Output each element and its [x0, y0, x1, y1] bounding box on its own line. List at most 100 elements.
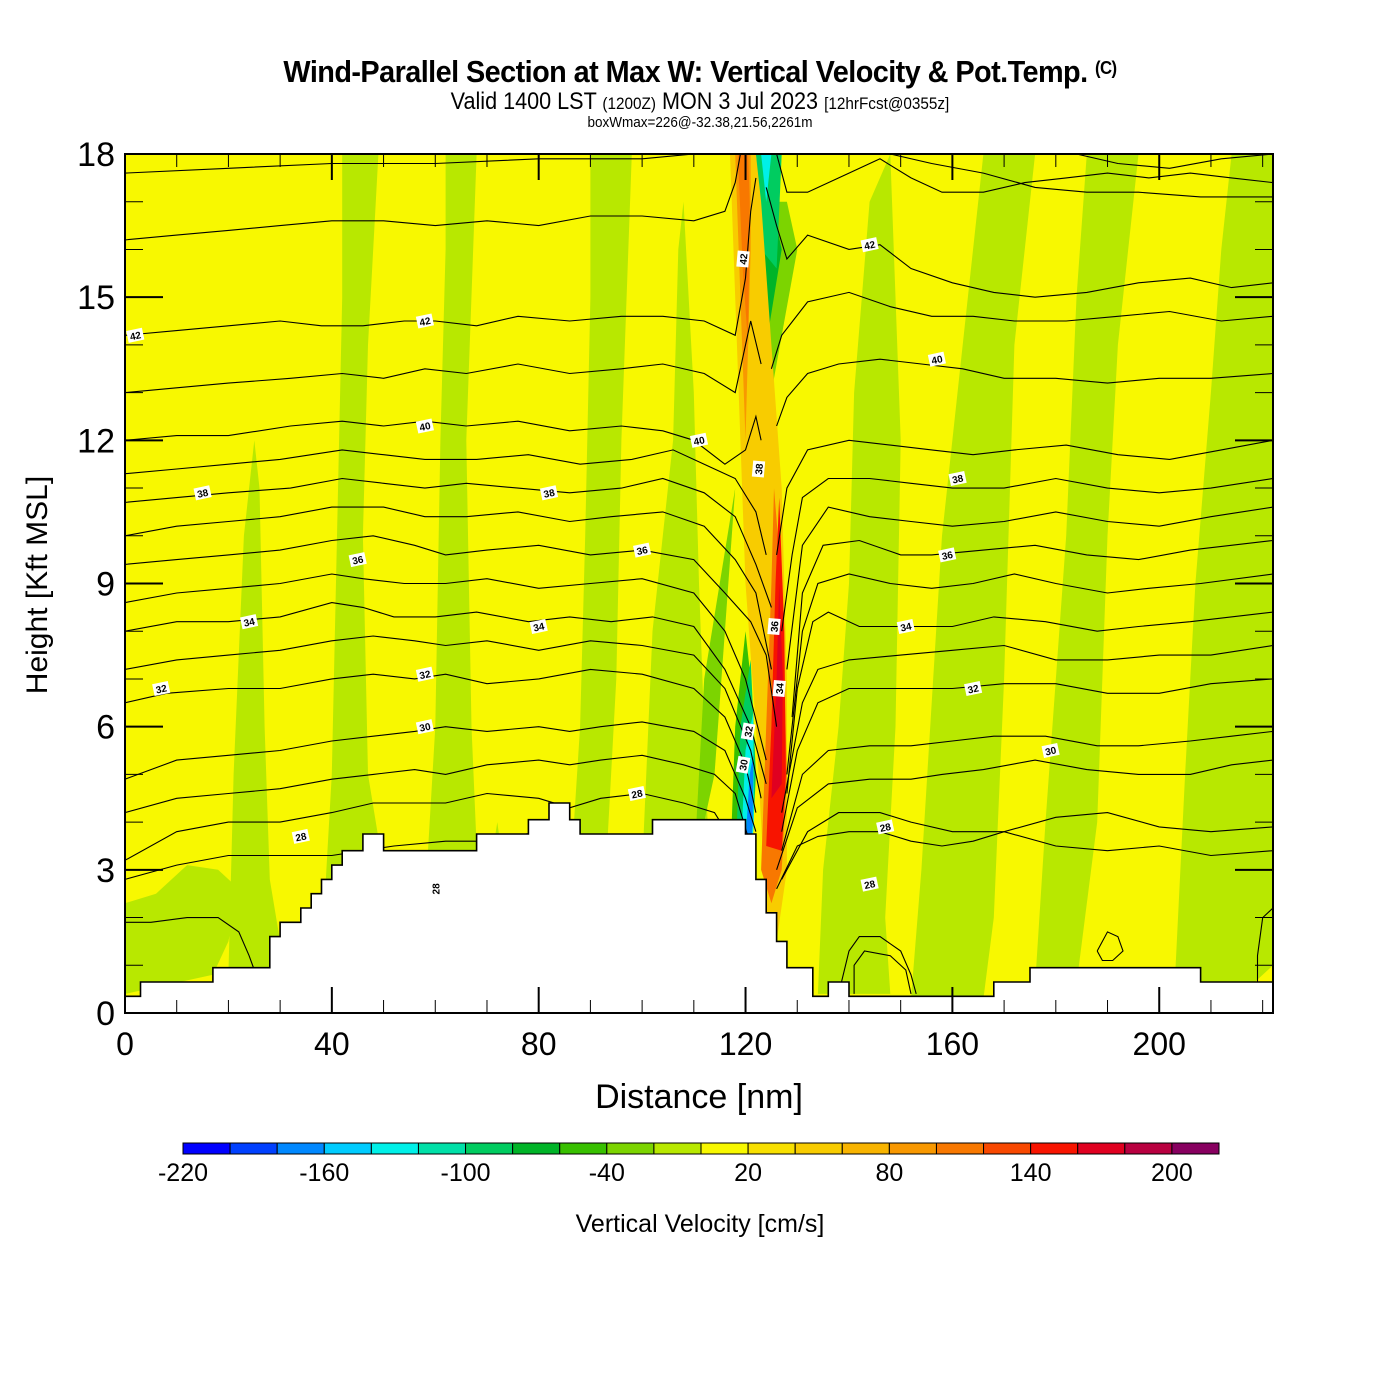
contour-label-bg	[740, 722, 756, 741]
y-tick-label: 12	[77, 422, 115, 460]
contour-label-text: 36	[636, 545, 650, 558]
terrain	[124, 802, 1274, 1014]
contour-label: 42	[736, 250, 750, 268]
colorbar-segment	[276, 1142, 325, 1155]
colorbar-segment	[888, 1142, 937, 1155]
y-tick-label: 0	[96, 995, 115, 1033]
colorbar-tick-label: 140	[1010, 1159, 1052, 1187]
potential-temperature-contours	[125, 154, 1273, 995]
contour-label: 32	[152, 680, 171, 697]
theta-contour-41	[770, 291, 1273, 369]
contour-label-bg	[415, 313, 434, 329]
theta-contour-45	[1076, 154, 1273, 169]
contour-label-bg	[348, 552, 367, 568]
theta-contour-42	[125, 177, 757, 337]
contour-label: 28	[429, 880, 442, 897]
colorbar-segment	[1171, 1142, 1220, 1155]
y-tick-label: 3	[96, 852, 115, 890]
contour-label: 42	[415, 313, 434, 329]
theta-contour-31	[125, 721, 757, 832]
theta-contour-26	[125, 917, 255, 971]
colorbar-segment	[1124, 1142, 1173, 1155]
contour-label: 36	[767, 618, 781, 635]
contour-label-bg	[529, 618, 548, 635]
contour-label: 36	[633, 542, 652, 558]
theta-contour-36	[791, 539, 1273, 718]
velocity-region	[761, 154, 772, 202]
theta-contour-27	[853, 950, 912, 995]
contour-labels: 42 42 42 42 40 40 40 38 38 38 38 36 36 36 36 34 34 34 34 32…	[126, 237, 1060, 897]
theta-contour-39	[776, 439, 1273, 555]
contour-label-bg	[964, 680, 983, 697]
y-tick-label: 15	[77, 279, 115, 317]
colorbar-segment	[512, 1142, 561, 1155]
contour-label-text: 40	[931, 354, 945, 367]
contour-label-bg	[126, 327, 145, 343]
contour-label: 28	[627, 785, 646, 802]
contour-label-text: 34	[532, 621, 546, 634]
contour-label: 38	[948, 470, 967, 487]
contour-label-bg	[689, 432, 709, 448]
colorbar-tick-label: -220	[158, 1159, 208, 1187]
contour-label-text: 36	[941, 550, 955, 563]
velocity-region	[817, 154, 901, 994]
theta-contour-27	[1096, 931, 1124, 962]
valid-time-line: Valid 1400 LST (1200Z) MON 3 Jul 2023 [1…	[70, 90, 1330, 116]
contour-label-text: 40	[419, 421, 433, 434]
theta-contour-41	[125, 320, 762, 394]
contour-label-bg	[1041, 742, 1060, 759]
velocity-region	[228, 440, 281, 975]
colorbar-tick-label: 80	[875, 1159, 903, 1187]
contour-label-text: 32	[743, 725, 756, 738]
contour-label-bg	[927, 351, 946, 367]
contour-label-bg	[152, 680, 171, 697]
x-tick-label: 0	[116, 1026, 134, 1062]
velocity-region	[569, 154, 632, 889]
theta-contour-34	[786, 611, 1273, 794]
contour-label-bg	[896, 618, 915, 635]
theta-contour-31	[781, 730, 1273, 851]
theta-contour-37	[125, 506, 772, 670]
theta-contour-35	[125, 573, 767, 761]
contour-label-bg	[291, 828, 310, 844]
contour-label: 34	[896, 618, 915, 635]
velocity-region	[424, 154, 477, 904]
contour-label-text: 40	[693, 435, 707, 448]
theta-contour-40	[125, 414, 762, 465]
y-axis-label: Height [Kft MSL]	[21, 476, 54, 694]
colorbar-segment	[559, 1142, 608, 1155]
x-tick-label: 120	[719, 1026, 772, 1062]
contour-label-text: 30	[1044, 745, 1058, 758]
contour-label-bg	[627, 785, 646, 802]
contour-label-bg	[876, 819, 895, 835]
x-axis-label: Distance [nm]	[595, 1078, 803, 1116]
theta-contour-29	[781, 812, 1273, 880]
colorbar-segment	[182, 1142, 231, 1155]
theta-contour-30	[776, 759, 1273, 870]
contour-label: 42	[860, 237, 879, 253]
x-tick-label: 40	[314, 1026, 350, 1062]
theta-contour-32	[125, 668, 757, 813]
colorbar-segment	[229, 1142, 278, 1155]
velocity-region	[1174, 154, 1273, 985]
contour-label: 34	[529, 618, 548, 635]
theta-contour-44	[890, 154, 1273, 198]
colorbar-segment	[606, 1142, 655, 1155]
contour-label: 34	[240, 614, 259, 630]
contour-label: 40	[415, 418, 434, 434]
contour-label: 36	[348, 552, 367, 568]
theta-contour-27	[1256, 907, 1273, 990]
theta-contour-42	[765, 187, 1273, 298]
contour-label-text: 32	[967, 683, 981, 696]
theta-contour-37	[786, 506, 1273, 670]
colorbar-segment	[465, 1142, 514, 1155]
contour-label-bg	[736, 250, 750, 268]
contour-label-bg	[767, 618, 781, 635]
forecast-info: [12hrFcst@0355z]	[824, 94, 950, 113]
colorbar-segment	[747, 1142, 796, 1155]
contour-label-bg	[415, 666, 434, 682]
colorbar-segment	[370, 1142, 419, 1155]
title-block: Wind-Parallel Section at Max W: Vertical…	[0, 50, 1400, 130]
theta-contour-36	[125, 535, 778, 727]
